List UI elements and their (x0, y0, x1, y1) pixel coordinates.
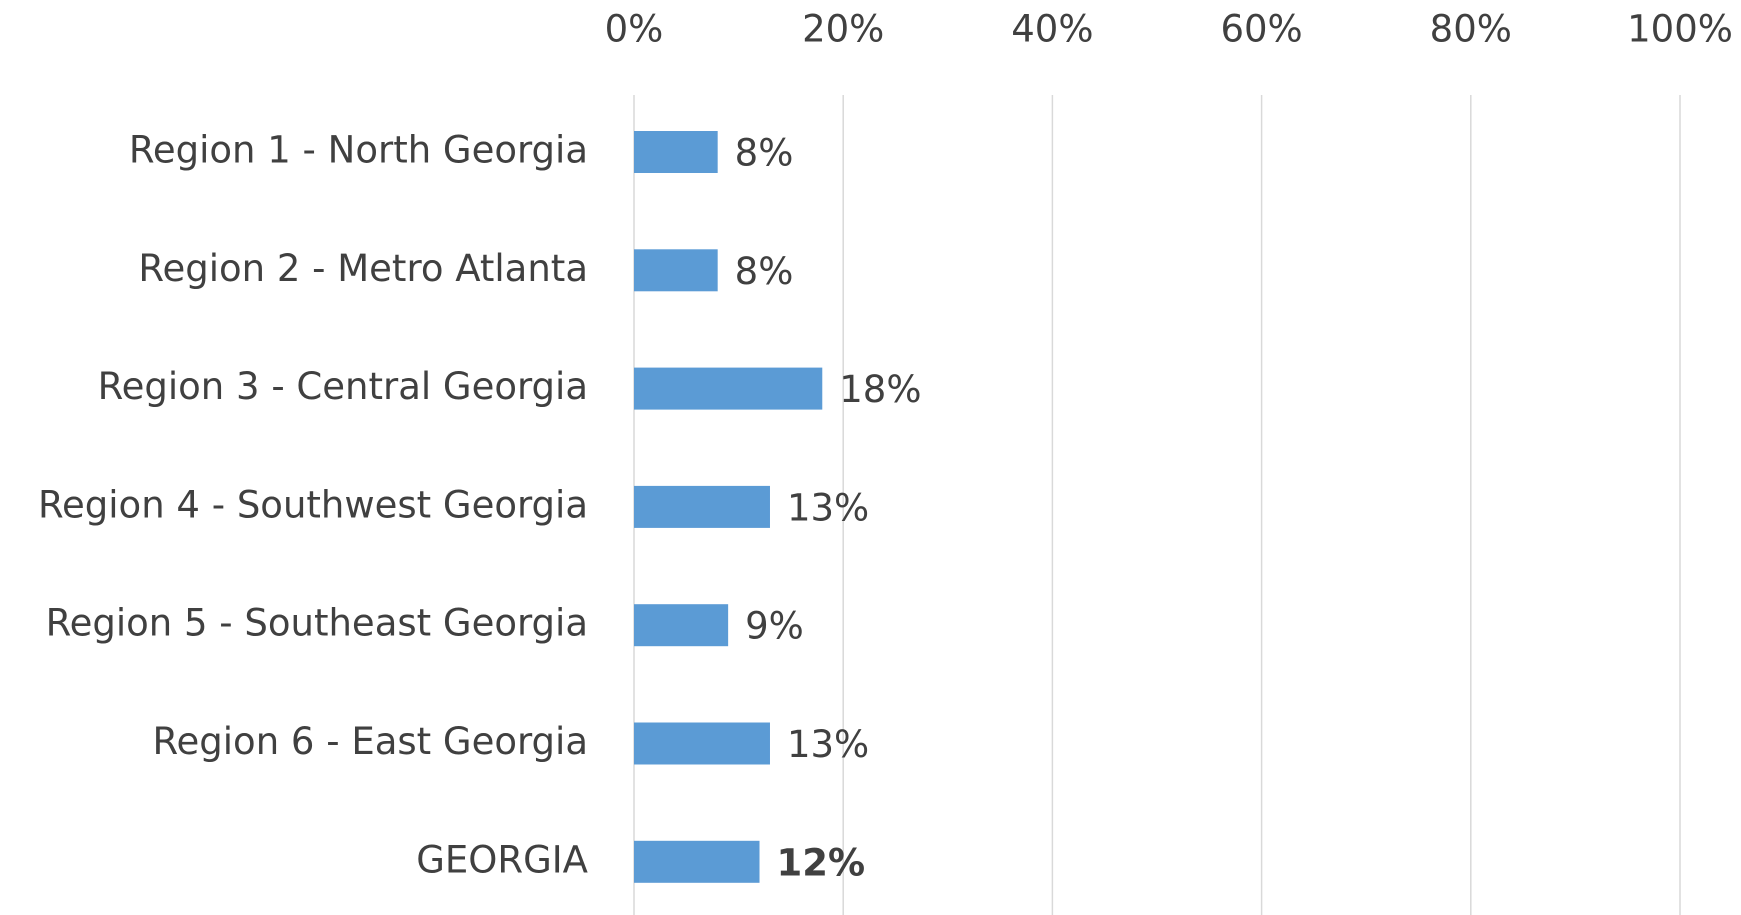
bar (634, 485, 770, 528)
bar (634, 249, 718, 292)
bar (634, 840, 760, 883)
data-label: 8% (735, 250, 794, 293)
x-tick-label: 60% (1220, 8, 1302, 51)
y-tick-label: Region 1 - North Georgia (129, 129, 588, 172)
x-tick-label: 20% (802, 8, 884, 51)
x-tick-label: 100% (1627, 8, 1733, 51)
bar (634, 604, 729, 647)
data-label: 13% (787, 723, 869, 766)
y-tick-label: Region 2 - Metro Atlanta (138, 247, 588, 290)
data-label: 9% (745, 605, 804, 648)
data-label: 12% (777, 841, 866, 884)
y-tick-label: Region 4 - Southwest Georgia (38, 483, 588, 526)
y-tick-label: GEORGIA (416, 838, 588, 881)
y-tick-label: Region 6 - East Georgia (152, 720, 588, 763)
data-label: 8% (735, 132, 794, 175)
data-label: 18% (839, 368, 921, 411)
x-tick-label: 80% (1430, 8, 1512, 51)
bar (634, 367, 823, 410)
y-tick-label: Region 3 - Central Georgia (98, 365, 588, 408)
bar (634, 131, 718, 173)
y-tick-label: Region 5 - Southeast Georgia (46, 602, 588, 645)
data-label: 13% (787, 486, 869, 529)
x-tick-label: 40% (1011, 8, 1093, 51)
x-tick-label: 0% (605, 8, 664, 51)
bar (634, 722, 770, 765)
